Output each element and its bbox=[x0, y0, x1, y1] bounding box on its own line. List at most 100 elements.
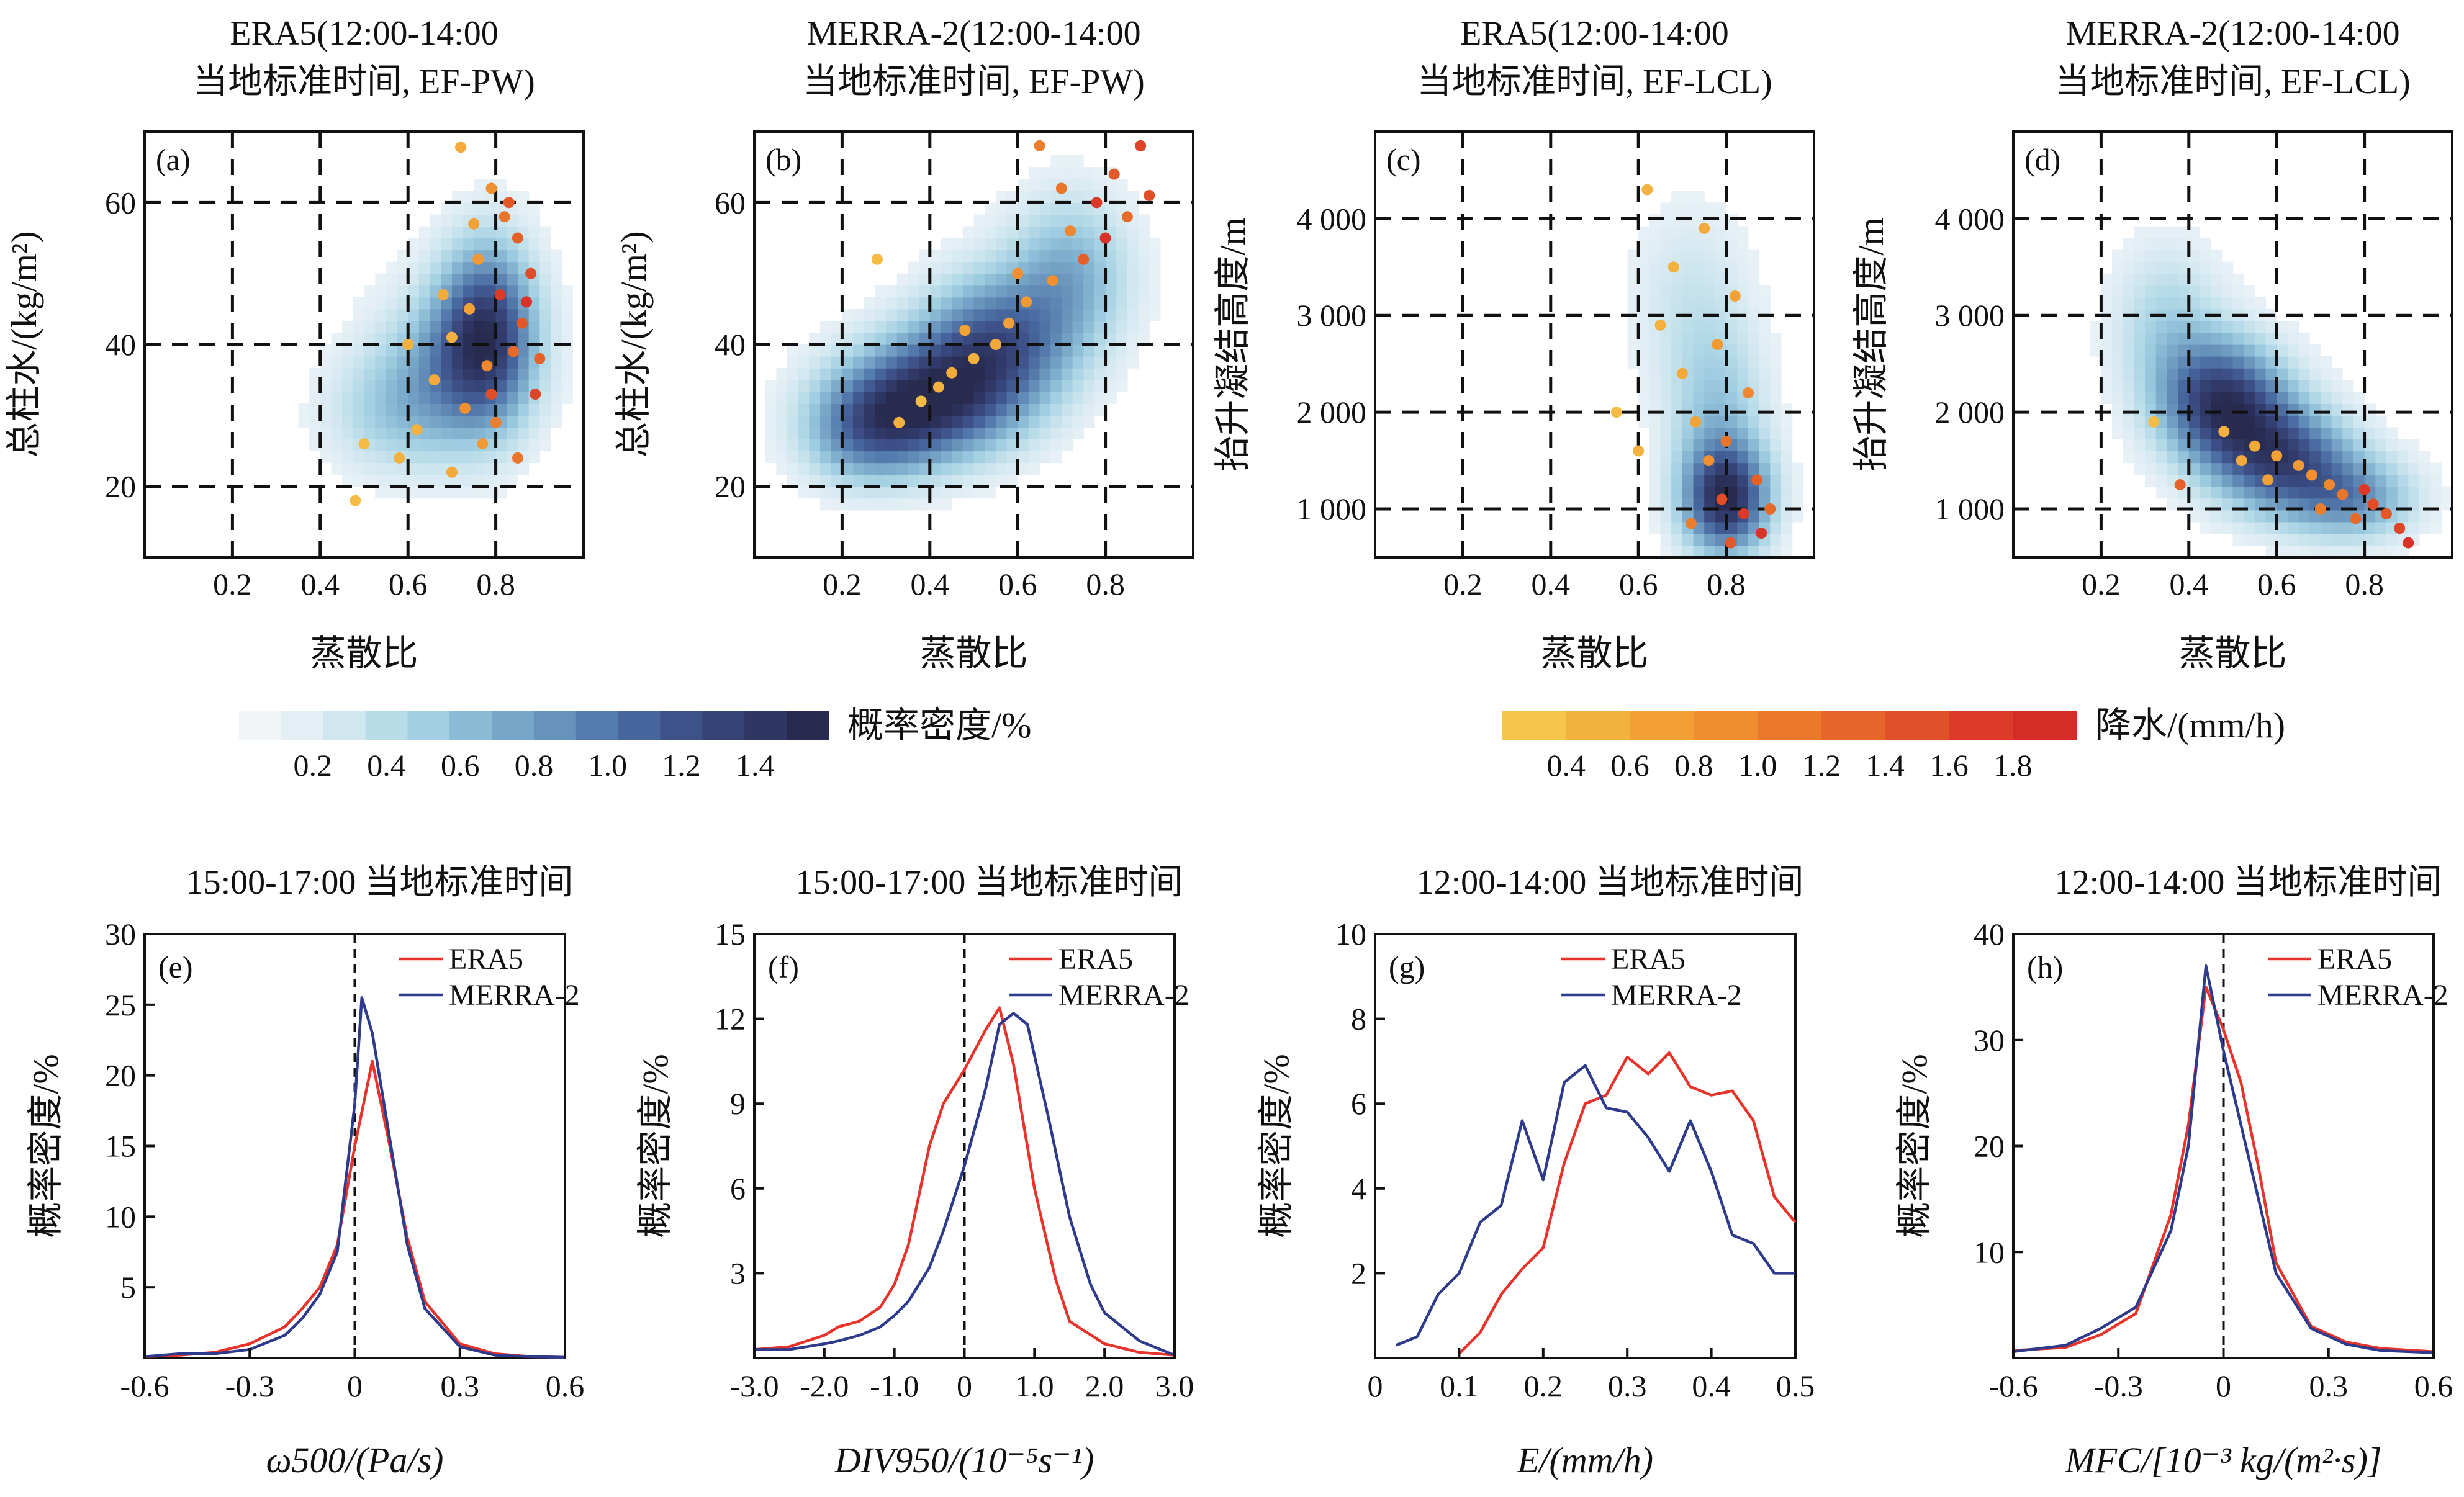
density-cell bbox=[776, 462, 788, 475]
density-cell bbox=[1715, 226, 1727, 239]
y-tick-label: 4 000 bbox=[1297, 201, 1367, 236]
density-cell bbox=[1737, 356, 1749, 369]
density-cell bbox=[1792, 486, 1803, 499]
density-cell bbox=[1780, 415, 1793, 428]
scatter-point bbox=[1121, 211, 1133, 223]
x-tick-label: 0.6 bbox=[389, 567, 428, 601]
density-cell bbox=[973, 344, 985, 357]
density-cell bbox=[550, 273, 562, 286]
density-cell bbox=[973, 403, 985, 416]
density-cell bbox=[1138, 214, 1150, 227]
density-cell bbox=[2397, 474, 2409, 487]
density-cell bbox=[1715, 320, 1727, 333]
density-cell bbox=[2101, 332, 2113, 345]
density-cell bbox=[853, 462, 865, 475]
scatter-point bbox=[2249, 440, 2260, 452]
density-cell bbox=[896, 392, 909, 404]
density-cell bbox=[495, 356, 507, 369]
density-cell bbox=[941, 308, 952, 321]
density-cell bbox=[1105, 261, 1117, 274]
density-cell bbox=[331, 344, 343, 357]
density-cell bbox=[2167, 403, 2178, 416]
density-cell bbox=[2277, 368, 2288, 380]
density-cell bbox=[495, 403, 507, 416]
density-cell bbox=[2309, 545, 2321, 557]
density-cell bbox=[2221, 380, 2234, 392]
density-cell bbox=[507, 474, 518, 487]
density-cell bbox=[1072, 308, 1084, 321]
density-cell bbox=[484, 202, 497, 215]
density-cell bbox=[2342, 403, 2354, 416]
density-cell bbox=[2112, 344, 2124, 357]
density-cell bbox=[1671, 332, 1683, 345]
density-cell bbox=[2134, 356, 2146, 369]
density-cell bbox=[831, 439, 842, 452]
density-cell bbox=[495, 179, 507, 191]
density-cell bbox=[408, 250, 420, 263]
density-cell bbox=[342, 403, 354, 416]
density-cell bbox=[1649, 474, 1661, 487]
density-cell bbox=[1138, 250, 1150, 263]
density-cell bbox=[941, 486, 952, 499]
density-cell bbox=[985, 451, 996, 464]
density-cell bbox=[2112, 332, 2124, 345]
density-cell bbox=[908, 380, 919, 392]
density-cell bbox=[853, 332, 865, 345]
density-cell bbox=[1671, 462, 1683, 475]
density-cell bbox=[2320, 368, 2332, 380]
density-cell bbox=[886, 285, 898, 298]
density-cell bbox=[2178, 250, 2190, 263]
density-cell bbox=[2134, 403, 2146, 416]
density-cell bbox=[1028, 356, 1040, 369]
density-cell bbox=[1726, 368, 1738, 380]
panel-title-line2: 当地标准时间, EF-LCL) bbox=[1417, 63, 1772, 101]
y-tick-label: 20 bbox=[105, 1058, 136, 1093]
density-cell bbox=[1759, 368, 1771, 380]
density-cell bbox=[2211, 403, 2223, 416]
density-cell bbox=[2178, 392, 2190, 404]
density-cell bbox=[809, 403, 821, 416]
density-cell bbox=[1627, 344, 1639, 357]
density-cell bbox=[2145, 344, 2157, 357]
density-cell bbox=[320, 403, 332, 416]
density-cell bbox=[1649, 392, 1661, 404]
density-cell bbox=[463, 486, 474, 499]
density-cell bbox=[1704, 250, 1716, 263]
scatter-point bbox=[1712, 339, 1723, 350]
density-cell bbox=[2364, 415, 2376, 428]
density-cell bbox=[441, 451, 453, 464]
density-cell bbox=[2123, 320, 2135, 333]
density-cell bbox=[798, 427, 810, 440]
density-cell bbox=[2353, 439, 2365, 452]
x-axis-label: 蒸散比 bbox=[1540, 633, 1648, 673]
density-cell bbox=[2309, 356, 2321, 369]
density-cell bbox=[776, 380, 788, 392]
density-cell bbox=[1671, 498, 1683, 511]
density-cell bbox=[831, 474, 842, 487]
density-cell bbox=[1006, 202, 1018, 215]
density-cell bbox=[995, 214, 1008, 227]
density-cell bbox=[2287, 320, 2299, 333]
density-cell bbox=[962, 403, 975, 416]
density-cell bbox=[550, 285, 562, 298]
density-cell bbox=[331, 392, 343, 404]
density-cell bbox=[952, 356, 963, 369]
density-cell bbox=[2309, 380, 2321, 392]
y-axis-label: 概率密度/% bbox=[1894, 1054, 1934, 1238]
density-cell bbox=[864, 415, 876, 428]
density-cell bbox=[2331, 427, 2343, 440]
colorbar-tick: 0.2 bbox=[294, 748, 333, 783]
density-cell bbox=[2211, 380, 2223, 392]
density-cell bbox=[962, 462, 975, 475]
density-cell bbox=[787, 462, 799, 475]
scatter-point bbox=[1610, 407, 1622, 418]
density-cell bbox=[952, 427, 963, 440]
density-cell bbox=[451, 250, 464, 263]
density-cell bbox=[441, 403, 453, 416]
density-cell bbox=[474, 320, 485, 333]
density-cell bbox=[1018, 451, 1029, 464]
density-cell bbox=[962, 261, 975, 274]
density-cell bbox=[495, 332, 507, 345]
density-cell bbox=[1072, 344, 1084, 357]
density-cell bbox=[1028, 250, 1040, 263]
